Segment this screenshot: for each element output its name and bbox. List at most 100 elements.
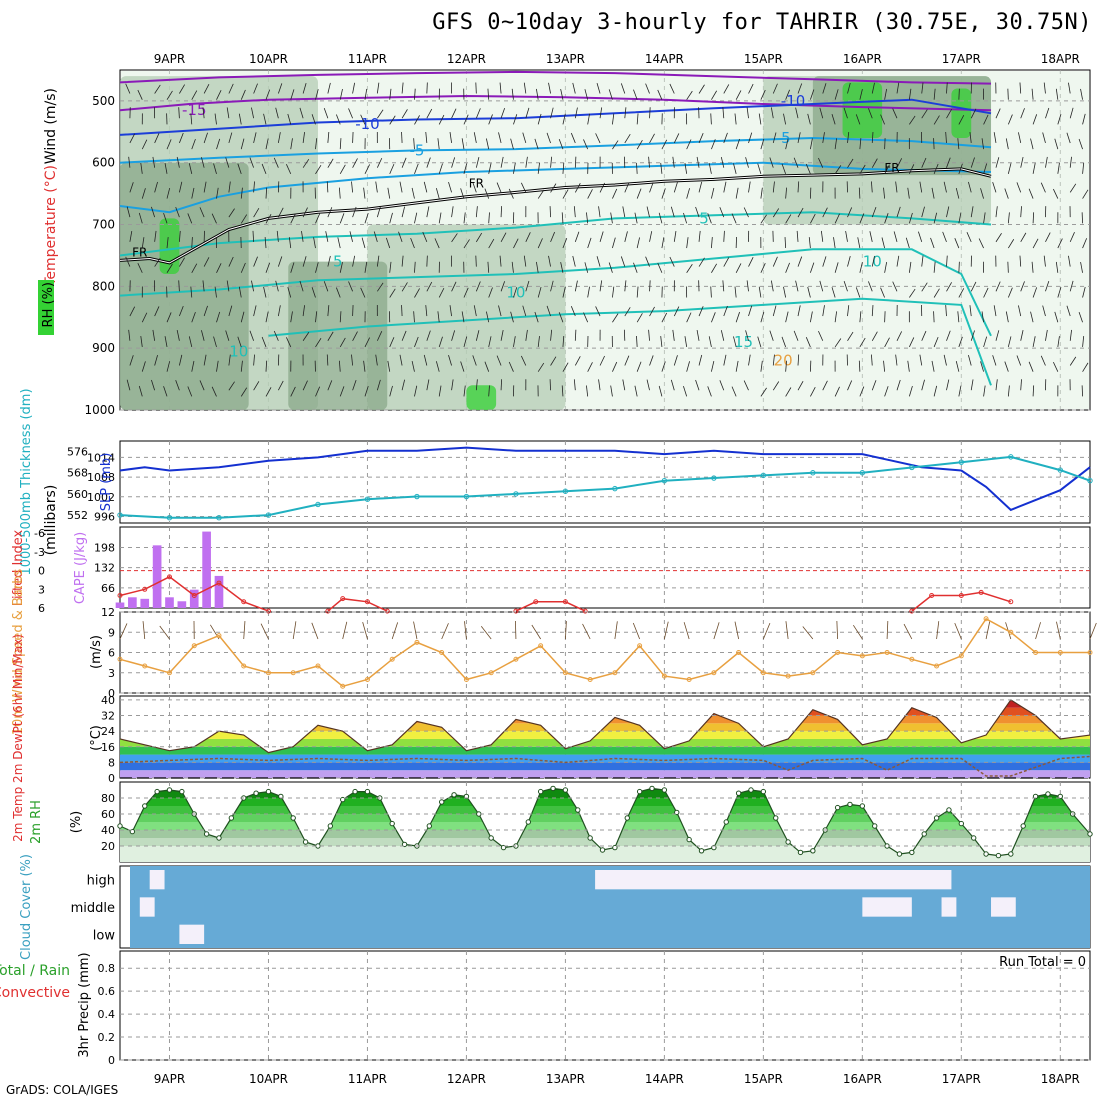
wind-barb xyxy=(881,237,886,249)
wind-barb xyxy=(213,336,217,348)
wind-barb xyxy=(909,164,915,175)
wind-barb xyxy=(287,113,292,125)
wind-barb xyxy=(760,89,766,100)
temp-band xyxy=(120,754,1090,763)
wind-barb xyxy=(871,181,873,193)
wind-barb xyxy=(225,330,230,341)
wind-barb xyxy=(315,262,319,273)
wind-barb xyxy=(711,360,715,372)
wind-barb xyxy=(240,387,248,397)
wind-barb xyxy=(583,312,589,323)
rh-marker xyxy=(537,788,544,795)
wind-barb xyxy=(216,187,219,199)
rh-band xyxy=(466,385,497,410)
legend-rh-swatch xyxy=(38,280,54,335)
wind-barb xyxy=(781,336,787,348)
wind-barb xyxy=(265,187,268,199)
rh-marker xyxy=(562,787,569,793)
wind-barb xyxy=(138,212,143,224)
wind-barb xyxy=(1053,361,1059,372)
wind-barb xyxy=(410,237,415,249)
isotherm-label: -5 xyxy=(409,141,424,159)
wind-barb xyxy=(921,157,927,168)
wind-barb xyxy=(525,107,530,119)
rh-marker xyxy=(847,801,853,808)
wind-barb xyxy=(261,336,267,348)
x-tick-label-top: 11APR xyxy=(348,52,387,66)
wind-barb xyxy=(711,90,718,100)
wind-barb xyxy=(137,89,143,100)
wind-barb xyxy=(401,82,404,94)
wind-barb xyxy=(253,354,255,366)
wind-barb xyxy=(772,381,780,391)
wind-barb xyxy=(1042,132,1046,144)
surface-wind-barb xyxy=(614,621,618,640)
wind-barb xyxy=(909,115,916,125)
temp-band xyxy=(120,738,1090,747)
wind-barb xyxy=(1082,113,1086,125)
wind-barb xyxy=(423,181,428,193)
wind-barb xyxy=(797,256,803,267)
wind-barb xyxy=(1043,82,1046,94)
wind-barb xyxy=(968,354,972,366)
rh-marker xyxy=(117,823,123,829)
wind-barb xyxy=(930,237,935,249)
wind-barb xyxy=(758,286,762,298)
wind-barb xyxy=(847,380,853,391)
wind-barb xyxy=(658,385,663,397)
wind-barb xyxy=(216,263,222,273)
surface-wind-barb xyxy=(903,623,913,640)
wind-barb xyxy=(558,312,564,323)
x-tick-label-bottom: 14APR xyxy=(645,1072,684,1086)
wind-barb xyxy=(537,336,540,347)
wind-barb xyxy=(760,360,763,372)
wind-barb xyxy=(636,335,638,347)
wind-barb xyxy=(475,379,478,391)
wind-barb xyxy=(957,311,960,323)
wind-barb xyxy=(166,139,172,150)
wind-barb xyxy=(191,237,193,249)
wind-barb xyxy=(273,157,279,168)
wind-barb xyxy=(719,207,725,218)
wind-barb xyxy=(884,386,889,397)
wind-barb xyxy=(723,132,728,144)
wind-barb xyxy=(769,330,774,341)
wind-barb xyxy=(178,230,181,242)
wind-barb xyxy=(154,181,158,193)
wind-barb xyxy=(734,113,737,125)
rh-marker xyxy=(142,803,148,809)
wind-barb xyxy=(1020,206,1022,218)
wind-barb xyxy=(438,336,443,348)
surface-wind-barb xyxy=(119,623,128,640)
wind-barb xyxy=(226,280,230,292)
thickness-marker xyxy=(810,470,816,476)
wind-barb xyxy=(896,379,901,391)
wind-speed-marker xyxy=(884,650,890,655)
wind-speed-marker xyxy=(1033,650,1039,655)
wind-barb xyxy=(760,387,767,397)
wind-barb xyxy=(438,163,443,174)
wind-barb xyxy=(957,138,960,150)
wind-barb xyxy=(599,280,603,292)
wind-speed-marker xyxy=(785,673,791,679)
wind-barb xyxy=(240,360,243,372)
wind-barb xyxy=(686,90,693,100)
wind-barb xyxy=(302,207,308,218)
wind-barb xyxy=(178,181,183,193)
wind-barb xyxy=(496,355,502,366)
wind-barb xyxy=(757,336,762,348)
wind-barb xyxy=(401,330,407,341)
wind-speed-marker xyxy=(760,670,766,676)
wind-barb xyxy=(448,181,452,193)
wind-barb xyxy=(587,113,590,125)
surface-wind-barb xyxy=(243,621,246,640)
wind-barb xyxy=(228,354,231,366)
wind-barb xyxy=(859,311,862,323)
wind-barb xyxy=(574,280,578,292)
wind-speed-marker xyxy=(488,670,494,676)
wind-speed-marker xyxy=(711,670,717,676)
wind-barb xyxy=(896,82,900,94)
isotherm-label: -15 xyxy=(182,101,207,119)
wind-barb xyxy=(364,261,368,273)
rh-marker xyxy=(810,848,816,854)
